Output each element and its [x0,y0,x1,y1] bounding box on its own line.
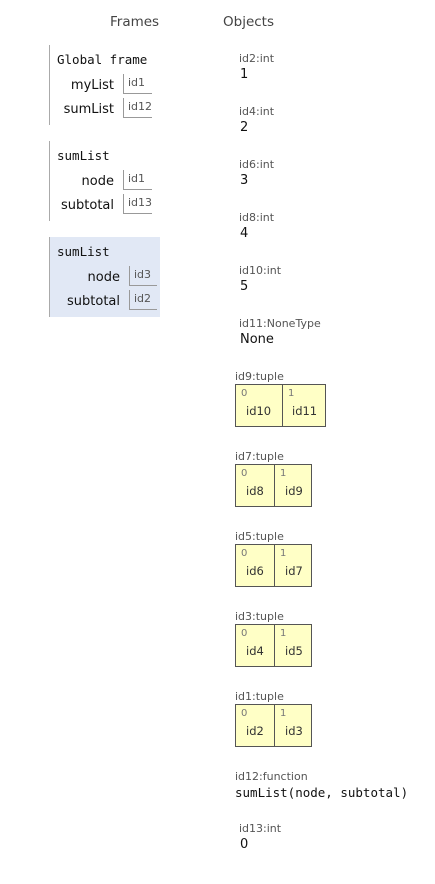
object-type-id11: id11:NoneType [239,317,321,330]
tuple-cell: 1 id11 [282,385,325,426]
tuple-value: id4 [246,644,264,658]
tuple-id1: 0 id2 1 id3 [235,704,312,747]
tuple-cell: 1 id7 [274,545,311,586]
tuple-value: id11 [292,404,318,418]
tuple-id7: 0 id8 1 id9 [235,464,312,507]
tuple-index: 0 [241,628,248,639]
var-ref-subtotal: id13 [123,194,152,214]
var-name-node: node [87,270,120,285]
tuple-index: 1 [280,708,287,719]
tuple-value: id9 [285,484,303,498]
tuple-cell: 1 id3 [274,705,311,746]
object-type-id10: id10:int [239,264,282,277]
tuple-index: 0 [241,468,248,479]
frame-name: sumList [57,244,110,259]
objects-header: Objects [223,14,275,30]
tuple-value: id7 [285,564,303,578]
var-name-subtotal: subtotal [67,294,120,309]
var-ref-node: id1 [123,170,152,190]
object-type-id1: id1:tuple [235,690,284,703]
tuple-cell: 0 id2 [236,705,274,746]
object-type-id9: id9:tuple [235,370,284,383]
tuple-cell: 0 id6 [236,545,274,586]
tuple-value: id2 [246,724,264,738]
tuple-index: 1 [280,548,287,559]
tuple-value: id5 [285,644,303,658]
frame-name: sumList [57,148,110,163]
object-value-id12: sumList(node, subtotal) [235,785,409,800]
var-ref-node: id3 [129,266,157,286]
object-type-id5: id5:tuple [235,530,284,543]
var-name-mylist: myList [70,78,114,93]
tuple-value: id6 [246,564,264,578]
tuple-id5: 0 id6 1 id7 [235,544,312,587]
var-ref-mylist: id1 [123,74,152,94]
object-type-id13: id13:int [239,822,282,835]
global-frame: Global frame myList id1 sumList id12 [49,45,160,125]
tuple-id3: 0 id4 1 id5 [235,624,312,667]
object-value-id8: 4 [240,226,249,241]
tuple-cell: 0 id10 [236,385,282,426]
object-type-id3: id3:tuple [235,610,284,623]
tuple-cell: 1 id9 [274,465,311,506]
var-name-node: node [81,174,114,189]
object-type-id6: id6:int [239,158,275,171]
frame-name: Global frame [57,52,148,67]
tuple-index: 1 [280,628,287,639]
var-ref-subtotal: id2 [129,290,157,310]
tuple-id9: 0 id10 1 id11 [235,384,326,427]
tuple-index: 1 [280,468,287,479]
tuple-value: id3 [285,724,303,738]
var-name-sumlist: sumList [63,102,114,117]
tuple-cell: 0 id8 [236,465,274,506]
object-type-id4: id4:int [239,105,275,118]
var-ref-sumlist: id12 [123,98,152,118]
object-type-id8: id8:int [239,211,275,224]
tuple-cell: 0 id4 [236,625,274,666]
object-type-id2: id2:int [239,52,275,65]
tuple-index: 0 [241,708,248,719]
var-name-subtotal: subtotal [61,198,114,213]
tuple-cell: 1 id5 [274,625,311,666]
tuple-value: id10 [246,404,272,418]
object-type-id7: id7:tuple [235,450,284,463]
tuple-index: 0 [241,548,248,559]
object-type-id12: id12:function [235,770,308,783]
tuple-index: 0 [241,388,248,399]
object-value-id4: 2 [240,120,249,135]
tuple-value: id8 [246,484,264,498]
tuple-index: 1 [288,388,295,399]
frames-header: Frames [110,14,160,30]
object-value-id10: 5 [240,279,249,294]
sumlist-frame-1: sumList node id1 subtotal id13 [49,141,160,221]
object-value-id13: 0 [240,837,249,852]
object-value-id6: 3 [240,173,249,188]
object-value-id2: 1 [240,67,249,82]
object-value-id11: None [240,332,274,347]
sumlist-frame-2: sumList node id3 subtotal id2 [49,237,160,317]
